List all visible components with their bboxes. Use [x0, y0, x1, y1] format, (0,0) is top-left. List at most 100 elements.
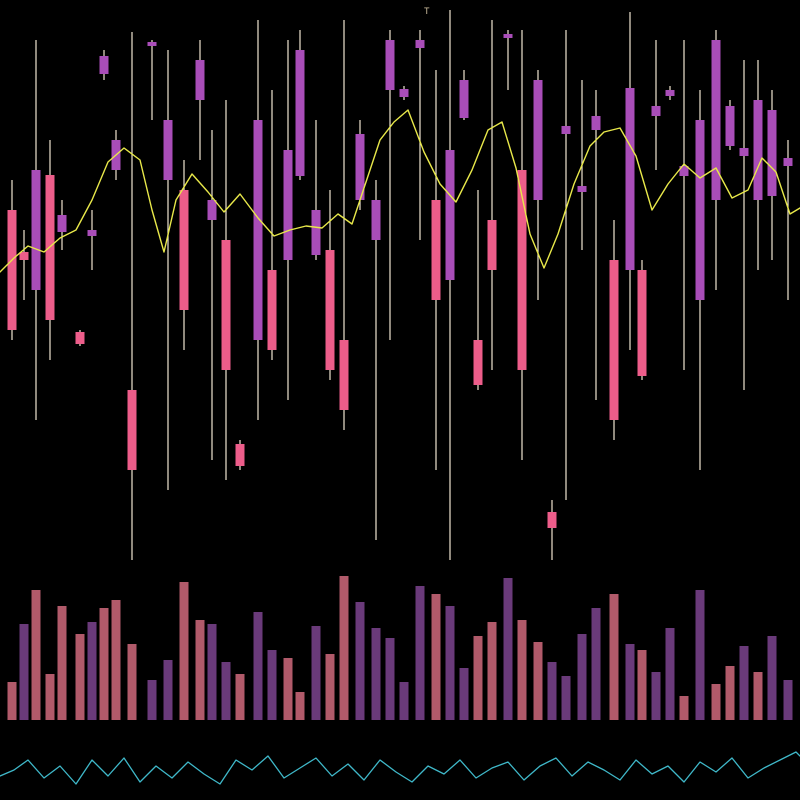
candle-body [726, 106, 735, 146]
candle-body [32, 170, 41, 290]
volume-bar [460, 668, 469, 720]
candle-body [432, 200, 441, 300]
volume-bar [222, 662, 231, 720]
volume-bar [534, 642, 543, 720]
candle-body [128, 390, 137, 470]
volume-bar [740, 646, 749, 720]
candle-body [518, 170, 527, 370]
volume-bar [626, 644, 635, 720]
volume-bar [504, 578, 513, 720]
volume-bar [112, 600, 121, 720]
volume-bar [446, 606, 455, 720]
volume-bar [254, 612, 263, 720]
candle-body [696, 120, 705, 300]
candle-body [296, 50, 305, 176]
volume-bar [372, 628, 381, 720]
volume-bar [58, 606, 67, 720]
volume-bar [8, 682, 17, 720]
volume-bar [76, 634, 85, 720]
volume-bar [296, 692, 305, 720]
candle-body [400, 89, 409, 97]
volume-bar [128, 644, 137, 720]
volume-bar [726, 666, 735, 720]
candle-body [164, 120, 173, 180]
candle-body [268, 270, 277, 350]
candle-body [222, 240, 231, 370]
candle-body [254, 120, 263, 340]
volume-bar [416, 586, 425, 720]
candle-body [592, 116, 601, 130]
candle-body [562, 126, 571, 134]
volume-bar [432, 594, 441, 720]
volume-bar [712, 684, 721, 720]
candle-body [626, 88, 635, 270]
candle-body [768, 110, 777, 196]
volume-bar [784, 680, 793, 720]
volume-bar [180, 582, 189, 720]
candle-body [386, 40, 395, 90]
candle-body [20, 252, 29, 260]
volume-bar [196, 620, 205, 720]
volume-bar [488, 622, 497, 720]
volume-bar [768, 636, 777, 720]
candle-body [548, 512, 557, 528]
candle-body [148, 42, 157, 46]
candle-body [180, 190, 189, 310]
candle-body [740, 148, 749, 156]
candle-body [446, 150, 455, 280]
chart-title: T [424, 6, 430, 16]
volume-bar [400, 682, 409, 720]
volume-bar [696, 590, 705, 720]
volume-bar [268, 650, 277, 720]
volume-bar [32, 590, 41, 720]
volume-bar [340, 576, 349, 720]
candle-body [712, 40, 721, 200]
candle-body [8, 210, 17, 330]
candle-body [58, 215, 67, 232]
candle-body [312, 210, 321, 255]
candle-body [416, 40, 425, 48]
volume-bar [666, 628, 675, 720]
volume-bar [578, 634, 587, 720]
volume-bar [652, 672, 661, 720]
volume-bar [236, 674, 245, 720]
volume-bar [638, 650, 647, 720]
volume-bar [46, 674, 55, 720]
volume-bar [592, 608, 601, 720]
candle-body [534, 80, 543, 200]
volume-bar [284, 658, 293, 720]
chart-canvas: T [0, 0, 800, 800]
volume-bar [518, 620, 527, 720]
volume-bar [356, 602, 365, 720]
volume-bar [474, 636, 483, 720]
candle-body [326, 250, 335, 370]
volume-bar [148, 680, 157, 720]
candle-body [474, 340, 483, 385]
candle-body [196, 60, 205, 100]
candle-body [754, 100, 763, 200]
candle-body [372, 200, 381, 240]
candle-body [578, 186, 587, 192]
volume-bar [20, 624, 29, 720]
candle-body [76, 332, 85, 344]
candle-body [666, 90, 675, 96]
volume-bar [326, 654, 335, 720]
volume-bar [312, 626, 321, 720]
volume-bar [88, 622, 97, 720]
candle-body [340, 340, 349, 410]
volume-bar [680, 696, 689, 720]
volume-bar [754, 672, 763, 720]
candle-body [784, 158, 793, 166]
candle-body [652, 106, 661, 116]
candle-body [88, 230, 97, 236]
candle-body [236, 444, 245, 466]
candle-body [208, 200, 217, 220]
volume-bar [562, 676, 571, 720]
volume-bar [164, 660, 173, 720]
candle-body [460, 80, 469, 118]
volume-bar [386, 638, 395, 720]
volume-bar [208, 624, 217, 720]
candle-body [638, 270, 647, 376]
candle-body [610, 260, 619, 420]
candle-body [504, 34, 513, 38]
